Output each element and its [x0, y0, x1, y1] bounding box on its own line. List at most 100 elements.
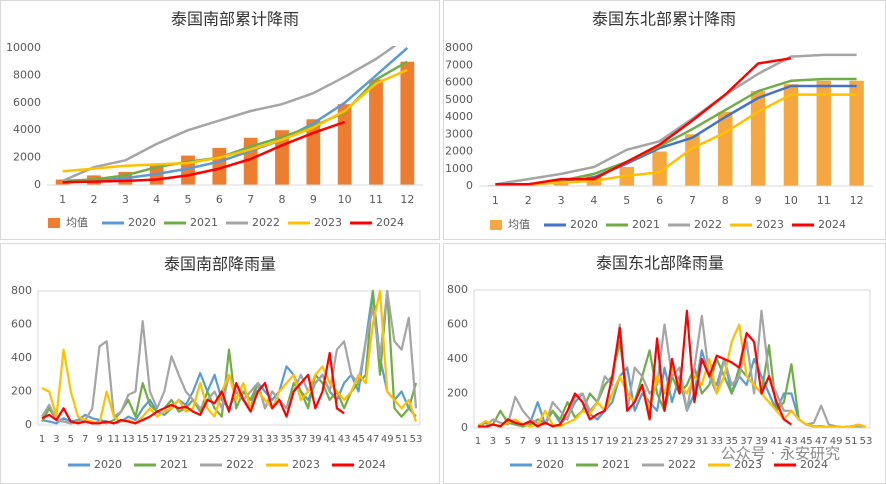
- x-tick-label: 1: [492, 194, 499, 207]
- legend-label: 均值: [66, 216, 88, 229]
- y-tick-label: 2000: [445, 145, 473, 158]
- x-tick-label: 7: [247, 193, 254, 206]
- series-line: [62, 46, 397, 183]
- x-tick-label: 31: [251, 434, 264, 445]
- x-tick-label: 19: [165, 434, 178, 445]
- plot: [477, 309, 867, 428]
- x-tick-label: 49: [381, 434, 394, 445]
- bar: [783, 84, 799, 186]
- y-tick-label: 400: [447, 352, 468, 365]
- y-tick-label: 7000: [445, 58, 473, 71]
- series-line: [495, 57, 792, 186]
- x-tick-label: 3: [490, 436, 496, 447]
- y-tick-label: 5000: [445, 93, 473, 106]
- bar: [369, 79, 383, 185]
- x-tick-label: 13: [122, 434, 135, 445]
- legend-label: 2022: [694, 218, 722, 231]
- x-tick-label: 11: [817, 194, 831, 207]
- x-tick-label: 15: [576, 436, 589, 447]
- y-tick-label: 0: [466, 179, 473, 192]
- x-tick-label: 29: [237, 434, 250, 445]
- x-tick-label: 53: [410, 434, 423, 445]
- y-tick-label: 1000: [445, 162, 473, 175]
- x-tick-label: 9: [310, 193, 317, 206]
- x-tick-label: 33: [266, 434, 279, 445]
- y-tick-label: 4000: [445, 110, 473, 123]
- x-tick-label: 25: [208, 434, 221, 445]
- chart-title: 泰国南部降雨量: [164, 255, 276, 274]
- x-tick-label: 11: [108, 434, 121, 445]
- x-tick-label: 23: [194, 434, 207, 445]
- x-tick-label: 15: [136, 434, 149, 445]
- x-tick-label: 41: [770, 436, 783, 447]
- bar: [750, 91, 766, 186]
- legend-label: 2021: [190, 216, 218, 229]
- x-tick-label: 5: [68, 434, 74, 445]
- y-tick-label: 200: [447, 387, 468, 400]
- legend-label: 2021: [632, 218, 660, 231]
- x-tick-label: 7: [520, 436, 526, 447]
- x-tick-label: 51: [845, 436, 858, 447]
- x-tick-label: 43: [338, 434, 351, 445]
- x-tick-label: 5: [623, 194, 630, 207]
- x-tick-label: 9: [96, 434, 102, 445]
- legend-swatch: [490, 220, 502, 230]
- x-tick-label: 4: [590, 194, 597, 207]
- legend-swatch: [48, 218, 60, 228]
- x-tick-label: 39: [309, 434, 322, 445]
- x-tick-label: 10: [784, 194, 798, 207]
- y-tick-label: 0: [461, 421, 468, 434]
- x-tick-label: 5: [505, 436, 511, 447]
- x-tick-label: 37: [740, 436, 753, 447]
- panel: [443, 0, 886, 240]
- series-line: [495, 53, 857, 186]
- legend-label: 2022: [226, 458, 254, 471]
- x-tick-label: 33: [710, 436, 723, 447]
- x-tick-label: 21: [179, 434, 192, 445]
- y-tick-label: 6000: [13, 96, 41, 109]
- x-tick-label: 37: [295, 434, 308, 445]
- x-tick-label: 7: [82, 434, 88, 445]
- x-tick-label: 49: [830, 436, 843, 447]
- bar: [400, 61, 415, 185]
- x-tick-label: 8: [722, 194, 729, 207]
- x-tick-label: 5: [185, 193, 192, 206]
- chart-title: 泰国东北部降雨量: [596, 254, 724, 273]
- x-tick-label: 27: [223, 434, 236, 445]
- x-tick-label: 6: [216, 193, 223, 206]
- legend-label: 2022: [252, 216, 280, 229]
- legend-label: 2021: [160, 458, 188, 471]
- x-tick-label: 53: [860, 436, 873, 447]
- x-tick-label: 23: [636, 436, 649, 447]
- plot: [488, 53, 864, 186]
- legend-label: 2023: [314, 216, 342, 229]
- x-tick-label: 45: [352, 434, 365, 445]
- x-tick-label: 12: [400, 193, 414, 206]
- x-tick-label: 1: [39, 434, 45, 445]
- legend-label: 2022: [668, 458, 696, 471]
- legend-label: 2023: [292, 458, 320, 471]
- x-tick-label: 2: [91, 193, 98, 206]
- x-tick-label: 31: [695, 436, 708, 447]
- series-line: [41, 289, 418, 425]
- x-tick-label: 3: [122, 193, 129, 206]
- series-line: [477, 323, 867, 428]
- x-tick-label: 29: [681, 436, 694, 447]
- series-line: [495, 93, 857, 186]
- legend-label: 2020: [570, 218, 598, 231]
- bar: [718, 111, 733, 186]
- y-tick-label: 0: [25, 418, 32, 431]
- x-tick-label: 1: [59, 193, 66, 206]
- plot: [41, 289, 418, 425]
- x-tick-label: 35: [280, 434, 293, 445]
- x-tick-label: 1: [475, 436, 481, 447]
- series-line: [477, 309, 793, 428]
- y-tick-label: 8000: [13, 68, 41, 81]
- y-tick-label: 200: [11, 385, 32, 398]
- legend-label: 2021: [602, 458, 630, 471]
- x-tick-label: 11: [369, 193, 383, 206]
- x-tick-label: 12: [850, 194, 864, 207]
- bar: [685, 134, 700, 186]
- bar: [816, 80, 831, 186]
